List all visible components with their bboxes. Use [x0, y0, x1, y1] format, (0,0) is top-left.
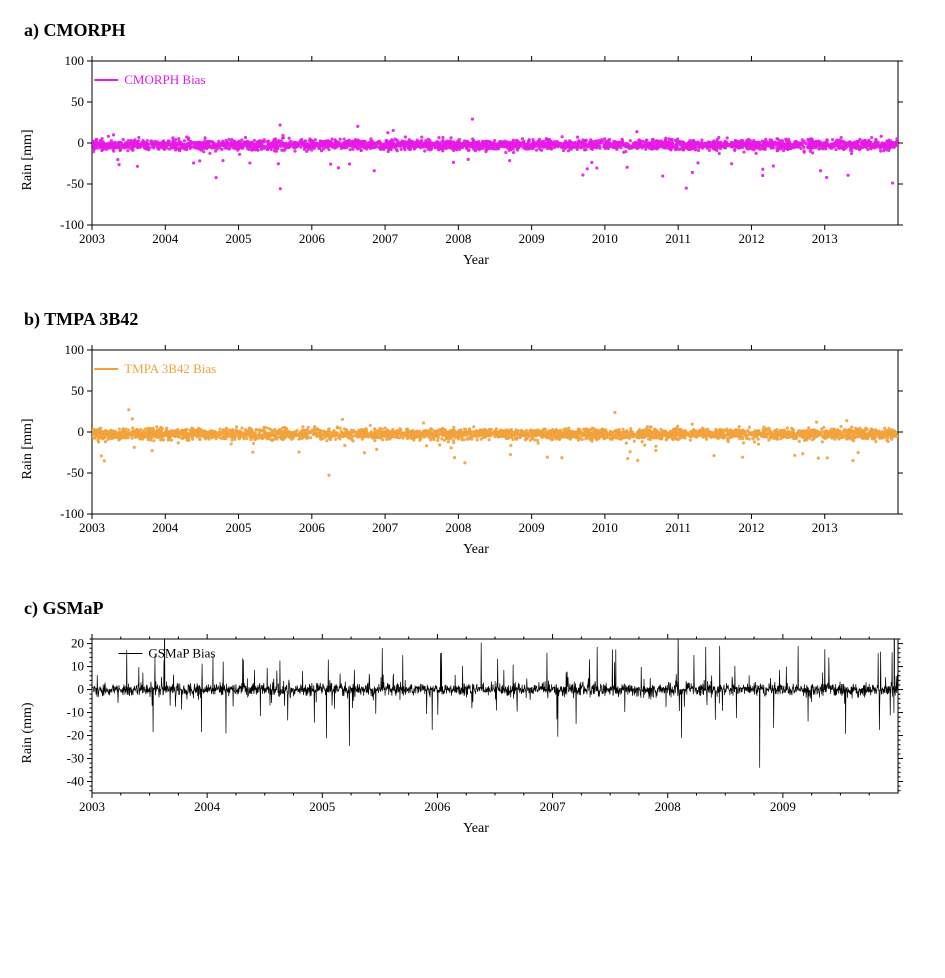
chart-svg: -40-30-20-100102020032004200520062007200…: [42, 629, 910, 819]
svg-text:2011: 2011: [665, 231, 691, 246]
svg-text:0: 0: [78, 135, 85, 150]
svg-text:-100: -100: [60, 506, 84, 521]
svg-text:0: 0: [78, 424, 85, 439]
panel-a: a) CMORPH Rain [mm] -100 -50 0 50 100 2003 2004 2…: [20, 20, 925, 269]
svg-text:2010: 2010: [592, 520, 618, 535]
svg-text:2013: 2013: [812, 231, 838, 246]
figure-root: a) CMORPH Rain [mm] -100 -50 0 50 100 2003 2004 2…: [20, 20, 925, 837]
svg-text:2004: 2004: [152, 231, 179, 246]
svg-text:CMORPH Bias: CMORPH Bias: [124, 72, 205, 87]
svg-text:2013: 2013: [812, 520, 838, 535]
svg-text:2012: 2012: [738, 520, 764, 535]
svg-text:2010: 2010: [592, 231, 618, 246]
svg-text:2003: 2003: [79, 231, 105, 246]
chart-wrap: Rain [mm]-100-50050100200320042005200620…: [42, 51, 925, 269]
x-axis-label: Year: [42, 253, 910, 269]
y-axis-label: Rain (mm): [20, 702, 36, 763]
panel-title: a) CMORPH: [24, 20, 925, 41]
svg-text:50: 50: [71, 94, 84, 109]
svg-text:50: 50: [71, 383, 84, 398]
svg-text:2006: 2006: [299, 520, 326, 535]
svg-text:2007: 2007: [372, 520, 399, 535]
svg-text:-100: -100: [60, 217, 84, 232]
svg-text:2004: 2004: [152, 520, 179, 535]
svg-text:2006: 2006: [299, 231, 326, 246]
chart-wrap: Rain [mm]-100-50050100200320042005200620…: [42, 340, 925, 558]
svg-text:2005: 2005: [226, 520, 252, 535]
panel-title: c) GSMaP: [24, 598, 925, 619]
svg-text:-50: -50: [67, 465, 84, 480]
x-axis-label: Year: [42, 821, 910, 837]
svg-text:2012: 2012: [738, 231, 764, 246]
chart-svg: -100 -50 0 50 100 2003 2004 2005 2006 2007 2008 200…: [42, 51, 910, 251]
svg-text:-50: -50: [67, 176, 84, 191]
svg-text:2009: 2009: [519, 231, 545, 246]
y-axis-label: Rain [mm]: [20, 129, 36, 190]
chart-svg: -100 -50 0 50 100 2003 2004 2005 2006 2007 2008 200…: [42, 340, 910, 540]
svg-text:2003: 2003: [79, 520, 105, 535]
panel-b: b) TMPA 3B42 Rain [mm] -100 -50 0 50 100 2003 20…: [20, 309, 925, 558]
chart-wrap: Rain (mm)-40-30-20-100102020032004200520…: [42, 629, 925, 837]
svg-text:2008: 2008: [445, 520, 471, 535]
svg-text:2008: 2008: [445, 231, 471, 246]
y-axis-label: Rain [mm]: [20, 418, 36, 479]
svg-text:2011: 2011: [665, 520, 691, 535]
svg-text:100: 100: [65, 342, 85, 357]
svg-text:2007: 2007: [372, 231, 399, 246]
panel-c: c) GSMaPRain (mm)-40-30-20-1001020200320…: [20, 598, 925, 837]
svg-text:100: 100: [65, 53, 85, 68]
x-axis-label: Year: [42, 542, 910, 558]
panel-title: b) TMPA 3B42: [24, 309, 925, 330]
svg-text:2005: 2005: [226, 231, 252, 246]
svg-text:2009: 2009: [519, 520, 545, 535]
